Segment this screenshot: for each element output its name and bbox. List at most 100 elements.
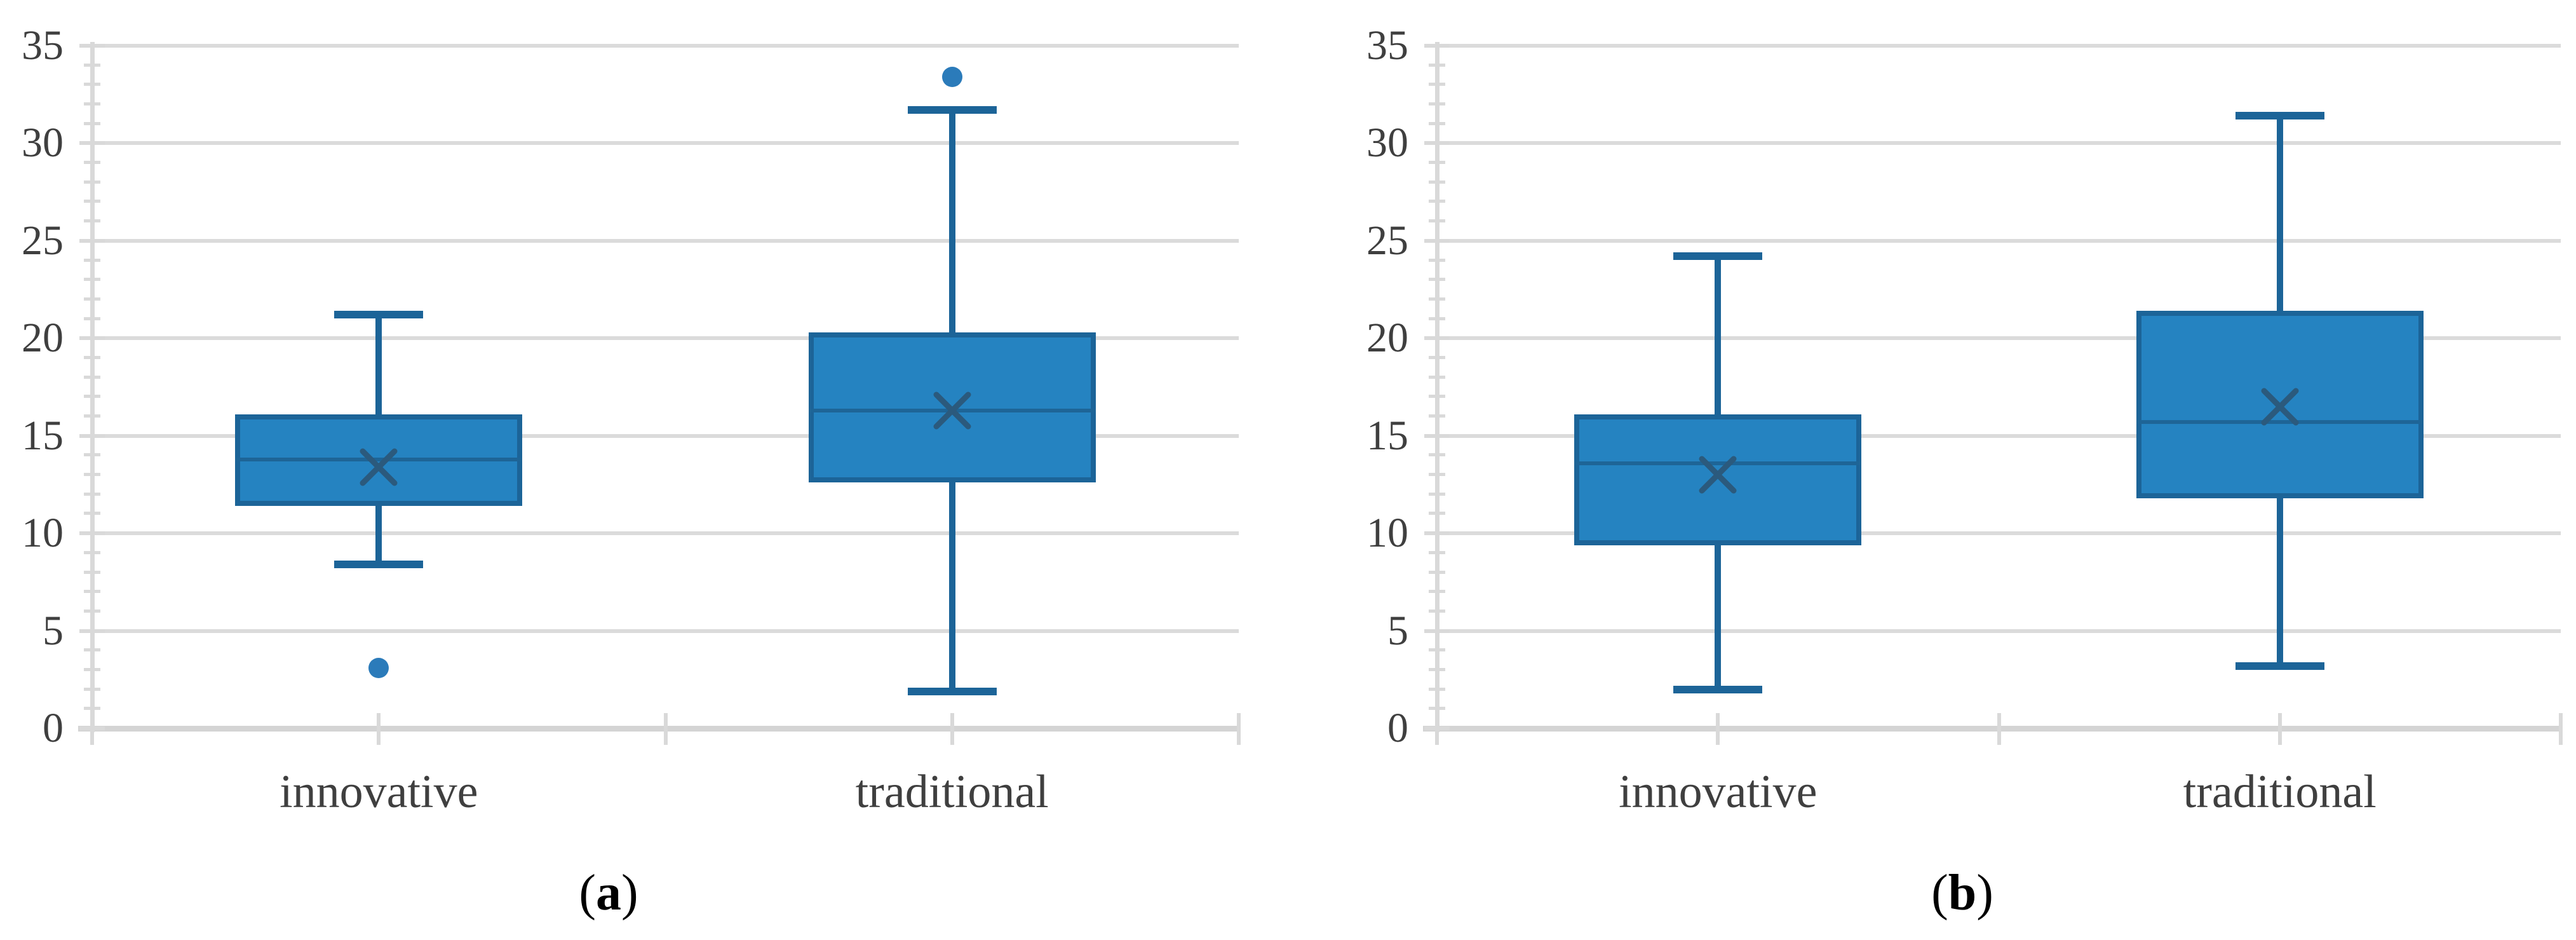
- y-minor-tick: [84, 395, 100, 398]
- y-tick-label: 10: [22, 510, 64, 557]
- gridline: [1437, 44, 2561, 48]
- gridline: [1437, 629, 2561, 633]
- subfigure-caption-b: (b): [1931, 868, 1993, 918]
- caption-letter: b: [1948, 865, 1977, 921]
- whisker-cap: [907, 687, 997, 695]
- x-axis-tick: [663, 713, 668, 745]
- y-minor-tick: [1429, 102, 1445, 106]
- caption-paren-close: ): [621, 865, 638, 921]
- y-minor-tick: [84, 570, 100, 574]
- gridline: [1437, 238, 2561, 243]
- whisker-cap: [334, 561, 424, 569]
- y-minor-tick: [84, 297, 100, 301]
- box: [1574, 414, 1862, 545]
- gridline: [92, 629, 1239, 633]
- y-minor-tick: [1429, 512, 1445, 515]
- category-label: innovative: [1619, 766, 1817, 818]
- y-tick-label: 25: [22, 217, 64, 264]
- y-tick-label: 20: [22, 315, 64, 362]
- x-axis-tick: [950, 713, 954, 745]
- y-minor-tick: [84, 590, 100, 594]
- y-minor-tick: [84, 63, 100, 67]
- y-minor-tick: [84, 609, 100, 613]
- y-minor-tick: [1429, 395, 1445, 398]
- outlier-point: [941, 67, 962, 88]
- y-minor-tick: [1429, 121, 1445, 125]
- y-minor-tick: [1429, 707, 1445, 711]
- outlier-point: [368, 657, 389, 678]
- y-minor-tick: [1429, 609, 1445, 613]
- gridline: [92, 336, 1239, 341]
- whisker-lower: [948, 482, 955, 691]
- y-major-tick: [79, 531, 105, 536]
- whisker-cap: [1673, 685, 1763, 693]
- y-minor-tick: [84, 414, 100, 418]
- x-axis-tick: [377, 713, 381, 745]
- gridline: [92, 238, 1239, 243]
- whisker-lower: [1715, 545, 1722, 690]
- y-minor-tick: [1429, 492, 1445, 496]
- y-minor-tick: [1429, 200, 1445, 203]
- y-minor-tick: [1429, 258, 1445, 262]
- whisker-cap: [2235, 112, 2324, 120]
- y-minor-tick: [1429, 375, 1445, 379]
- y-major-tick: [1424, 238, 1450, 243]
- y-major-tick: [79, 141, 105, 146]
- y-tick-label: 10: [1366, 510, 1408, 557]
- y-tick-label: 30: [22, 119, 64, 167]
- y-tick-label: 30: [1366, 119, 1408, 167]
- y-major-tick: [79, 336, 105, 341]
- whisker-lower: [375, 506, 382, 565]
- x-axis-tick: [1237, 713, 1241, 745]
- mean-x-marker: [1699, 456, 1737, 494]
- y-axis-line: [90, 42, 95, 732]
- y-tick-label: 35: [22, 22, 64, 69]
- subfigure-caption-a: (a): [579, 868, 638, 918]
- y-tick-label: 25: [1366, 217, 1408, 264]
- y-major-tick: [79, 44, 105, 48]
- whisker-cap: [2235, 662, 2324, 670]
- y-minor-tick: [1429, 219, 1445, 223]
- gridline: [1437, 433, 2561, 438]
- x-axis-tick: [2559, 713, 2563, 745]
- y-minor-tick: [1429, 63, 1445, 67]
- whisker-cap: [907, 106, 997, 114]
- y-minor-tick: [1429, 590, 1445, 594]
- y-minor-tick: [84, 707, 100, 711]
- whisker-upper: [375, 315, 382, 414]
- y-minor-tick: [1429, 297, 1445, 301]
- y-minor-tick: [1429, 687, 1445, 691]
- y-minor-tick: [84, 219, 100, 223]
- y-major-tick: [1424, 44, 1450, 48]
- y-minor-tick: [1429, 550, 1445, 554]
- caption-paren-open: (: [1931, 865, 1948, 921]
- gridline: [1437, 531, 2561, 536]
- whisker-cap: [334, 311, 424, 319]
- y-minor-tick: [84, 317, 100, 320]
- y-major-tick: [1424, 141, 1450, 146]
- y-minor-tick: [84, 550, 100, 554]
- gridline: [92, 531, 1239, 536]
- y-major-tick: [79, 433, 105, 438]
- x-axis-tick: [1435, 713, 1439, 745]
- x-axis-tick: [1997, 713, 2001, 745]
- y-minor-tick: [1429, 453, 1445, 457]
- mean-x-marker: [2261, 388, 2299, 426]
- x-axis-line: [78, 726, 1239, 732]
- y-minor-tick: [84, 83, 100, 86]
- y-minor-tick: [1429, 161, 1445, 165]
- x-axis-tick: [1716, 713, 1720, 745]
- y-tick-label: 0: [43, 705, 64, 751]
- y-minor-tick: [1429, 570, 1445, 574]
- y-minor-tick: [1429, 414, 1445, 418]
- y-major-tick: [1424, 336, 1450, 341]
- whisker-upper: [948, 110, 955, 333]
- y-minor-tick: [84, 355, 100, 359]
- y-minor-tick: [1429, 83, 1445, 86]
- y-major-tick: [79, 629, 105, 633]
- gridline: [92, 44, 1239, 48]
- y-minor-tick: [84, 492, 100, 496]
- y-major-tick: [1424, 531, 1450, 536]
- y-minor-tick: [84, 121, 100, 125]
